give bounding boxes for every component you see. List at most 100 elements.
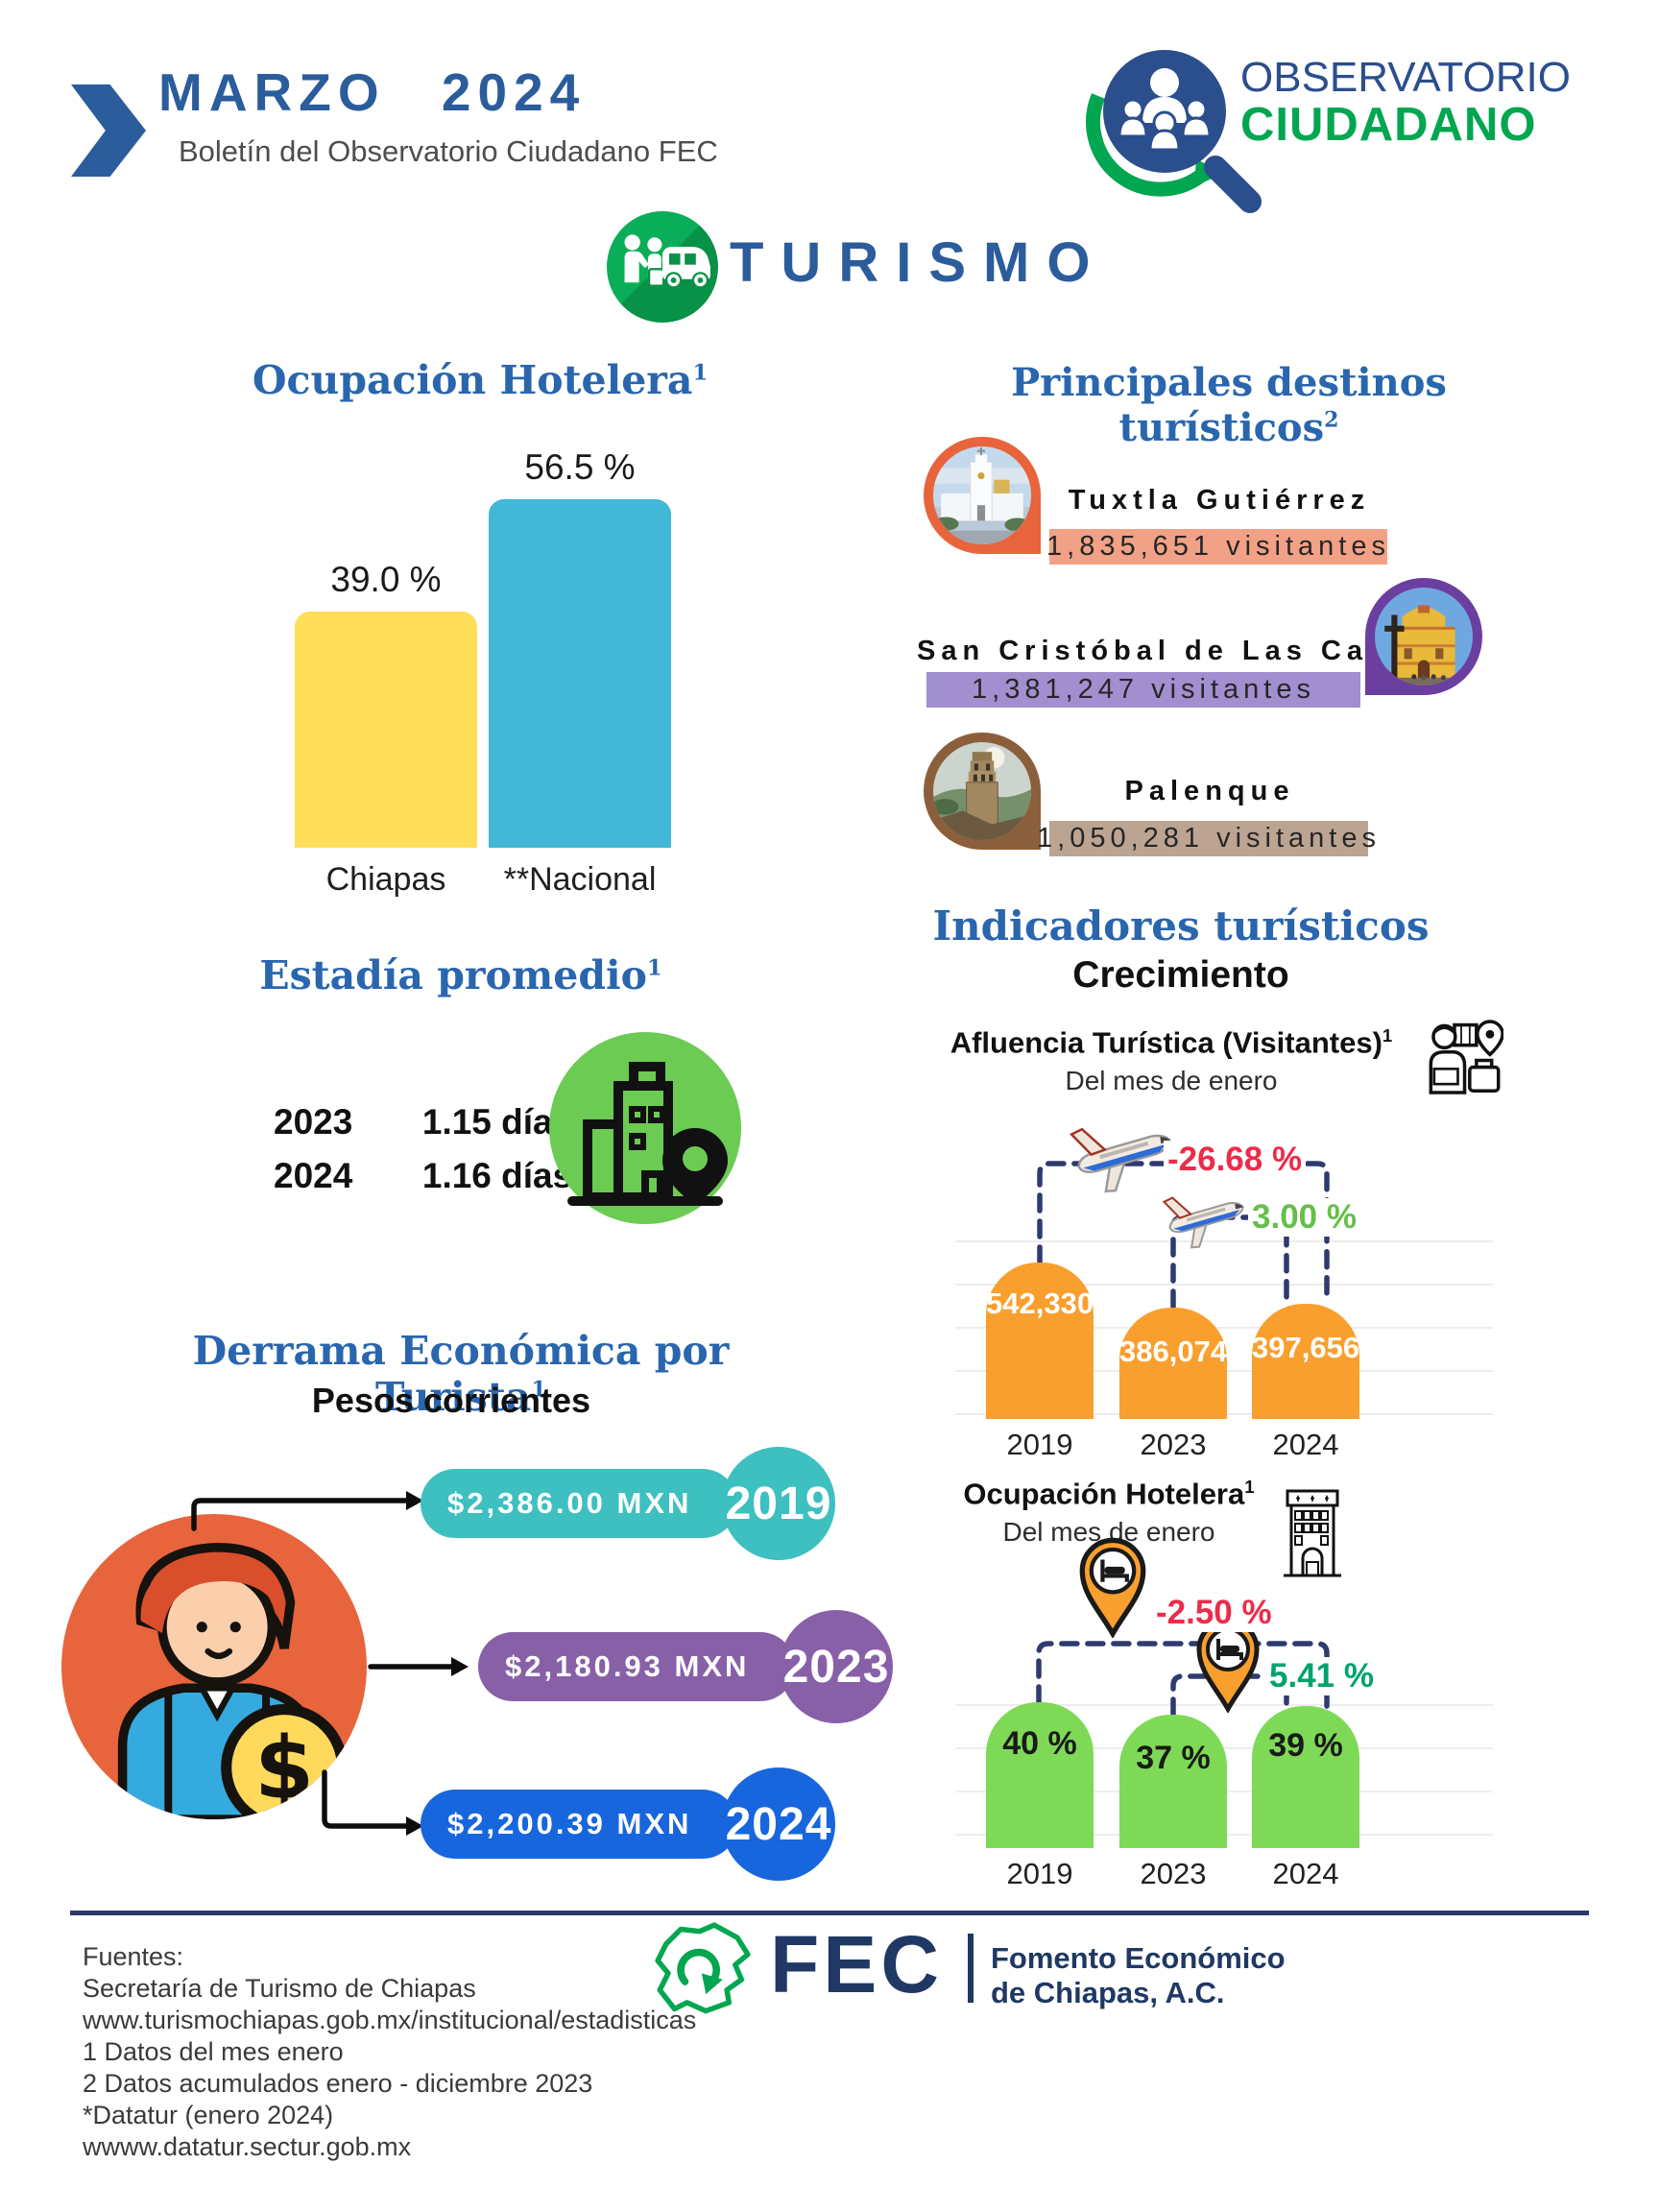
page-title: TURISMO	[730, 231, 1108, 294]
ocupacion-enero-change-2023-2024: 5.41 %	[1265, 1657, 1378, 1695]
derrama-amount-2019: $2,386.00 MXN	[447, 1486, 692, 1520]
afluencia-gridline	[955, 1284, 1493, 1286]
sancristobal-photo-pin	[1365, 578, 1482, 695]
estadia-row-2023: 2023 1.15 días	[274, 1102, 572, 1142]
estadia-value-2024: 1.16 días	[421, 1156, 573, 1195]
derrama-footnote: 1	[531, 1377, 547, 1403]
footer-source-line: wwww.datatur.sectur.gob.mx	[83, 2132, 412, 2161]
palenque-photo	[933, 742, 1031, 840]
footer-source-line: 2 Datos acumulados enero - diciembre 202…	[83, 2069, 593, 2098]
afluencia-value-2019: 542,330	[986, 1286, 1094, 1320]
afluencia-bar-2024	[1252, 1304, 1359, 1419]
footer-source-line: *Datatur (enero 2024)	[83, 2101, 334, 2129]
estadia-year-2024: 2024	[274, 1156, 353, 1195]
sancristobal-visitors-bar: 1,381,247 visitantes	[926, 672, 1360, 708]
ocupacion-footnote: 1	[692, 360, 709, 386]
fec-org-line2: de Chiapas, A.C.	[991, 1976, 1225, 2009]
fec-logo-divider	[968, 1934, 974, 2003]
header-chevron-icon	[71, 84, 146, 177]
estadia-year-2023: 2023	[274, 1102, 353, 1142]
header-month-title: MARZO 2024	[158, 62, 587, 122]
ocupacion-enero-year-2024: 2024	[1272, 1857, 1339, 1890]
derrama-title: Derrama Económica por Turista1	[192, 1328, 730, 1420]
tourist-with-map-icon	[1429, 1020, 1503, 1094]
afluencia-bar-2019	[986, 1262, 1094, 1419]
sancristobal-photo	[1375, 588, 1473, 685]
derrama-amount-2024: $2,200.39 MXN	[447, 1807, 692, 1840]
fec-org-line1: Fomento Económico	[991, 1941, 1286, 1975]
palenque-photo-pin	[924, 733, 1041, 850]
estadia-row-2024: 2024 1.16 días	[274, 1156, 572, 1196]
fec-logo-text: FEC	[770, 1919, 943, 2009]
destinos-title: Principales destinos turísticos2	[1011, 360, 1447, 450]
ocupacion-enero-bar-2024	[1252, 1706, 1359, 1848]
ocupacion-enero-gridline	[955, 1747, 1493, 1749]
ocupacion-enero-year-2023: 2023	[1140, 1857, 1207, 1890]
ocupacion-bar-nacional	[489, 499, 671, 848]
ocupacion-enero-title: Ocupación Hotelera1	[963, 1477, 1255, 1511]
footer-source-line: Secretaría de Turismo de Chiapas	[83, 1974, 476, 2003]
indicadores-title: Indicadores turísticos	[932, 902, 1430, 950]
hotel-map-pin-icon	[1079, 1537, 1146, 1638]
afluencia-bar-2023	[1119, 1308, 1227, 1419]
afluencia-value-2023: 386,074	[1119, 1334, 1228, 1368]
derrama-year-2023: 2023	[780, 1610, 893, 1723]
derrama-arrows	[191, 1491, 469, 1836]
header-subtitle: Boletín del Observatorio Ciudadano FEC	[179, 134, 718, 168]
estadia-value-2023: 1.15 días	[421, 1102, 573, 1142]
palenque-name: Palenque	[1124, 776, 1295, 806]
observatorio-logo-line1: OBSERVATORIO	[1240, 54, 1571, 101]
afluencia-gridline	[955, 1240, 1493, 1242]
sancristobal-name: San Cristóbal de Las Casas	[917, 636, 1432, 666]
ocupacion-bar-value-chiapas: 39.0 %	[330, 560, 442, 599]
estadia-hotel-pin-icon	[549, 1032, 741, 1224]
derrama-subtitle: Pesos corrientes	[311, 1381, 591, 1420]
ocupacion-enero-change-2019-2024: -2.50 %	[1152, 1594, 1276, 1632]
afluencia-year-2024: 2024	[1272, 1428, 1339, 1461]
ocupacion-enero-footnote: 1	[1244, 1477, 1255, 1497]
ocupacion-bar-chiapas	[295, 612, 477, 848]
ocupacion-enero-value-2023: 37 %	[1136, 1740, 1211, 1776]
tuxtla-name: Tuxtla Gutiérrez	[1068, 485, 1371, 516]
footer-source-line: Fuentes:	[83, 1942, 184, 1971]
afluencia-subtitle: Del mes de enero	[1065, 1066, 1278, 1095]
fec-chiapas-map-icon	[655, 1922, 751, 2014]
footer-source-line: www.turismochiapas.gob.mx/institucional/…	[83, 2006, 697, 2034]
ocupacion-title: Ocupación Hotelera1	[252, 357, 709, 403]
airplane-icon	[1162, 1196, 1244, 1249]
derrama-amount-2023: $2,180.93 MXN	[505, 1649, 750, 1683]
afluencia-footnote: 1	[1382, 1025, 1393, 1046]
footer-source-line: 1 Datos del mes enero	[83, 2037, 344, 2066]
derrama-pill-2023: $2,180.93 MXN	[478, 1632, 795, 1701]
tourist-avatar: $	[61, 1514, 367, 1819]
tuxtla-visitors-bar: 1,835,651 visitantes	[1046, 529, 1387, 565]
destinos-footnote: 2	[1324, 407, 1339, 433]
ocupacion-enero-value-2024: 39 %	[1268, 1727, 1343, 1764]
palenque-visitors-bar: 1,050,281 visitantes	[1037, 821, 1376, 856]
tuxtla-photo	[933, 446, 1031, 544]
tuxtla-photo-pin	[924, 437, 1041, 554]
airplane-icon	[1069, 1127, 1172, 1193]
ocupacion-bar-value-nacional: 56.5 %	[524, 447, 636, 487]
observatorio-logo-line2: CIUDADANO	[1240, 99, 1537, 151]
afluencia-change-2023-2024: 3.00 %	[1248, 1198, 1360, 1237]
afluencia-gridline	[955, 1327, 1493, 1329]
footer-divider	[70, 1911, 1589, 1915]
derrama-pill-2019: $2,386.00 MXN	[421, 1469, 737, 1538]
ocupacion-enero-value-2019: 40 %	[1002, 1725, 1077, 1762]
ocupacion-label-nacional: **Nacional	[503, 861, 657, 898]
ocupacion-enero-bar-2023	[1119, 1715, 1227, 1848]
afluencia-value-2024: 397,656	[1252, 1331, 1360, 1364]
derrama-year-2024: 2024	[722, 1767, 835, 1881]
derrama-pill-2024: $2,200.39 MXN	[421, 1790, 737, 1859]
derrama-year-2019: 2019	[722, 1447, 835, 1560]
observatorio-logo-icon	[1086, 50, 1262, 213]
ocupacion-enero-bar-2019	[986, 1702, 1094, 1848]
indicadores-subtitle: Crecimiento	[1072, 954, 1289, 996]
afluencia-change-2019-2024: -26.68 %	[1164, 1141, 1307, 1179]
footer-sources: Fuentes: Secretaría de Turismo de Chiapa…	[83, 1941, 697, 2163]
estadia-footnote: 1	[646, 955, 662, 981]
turismo-icon	[607, 211, 718, 323]
afluencia-year-2019: 2019	[1006, 1428, 1073, 1461]
